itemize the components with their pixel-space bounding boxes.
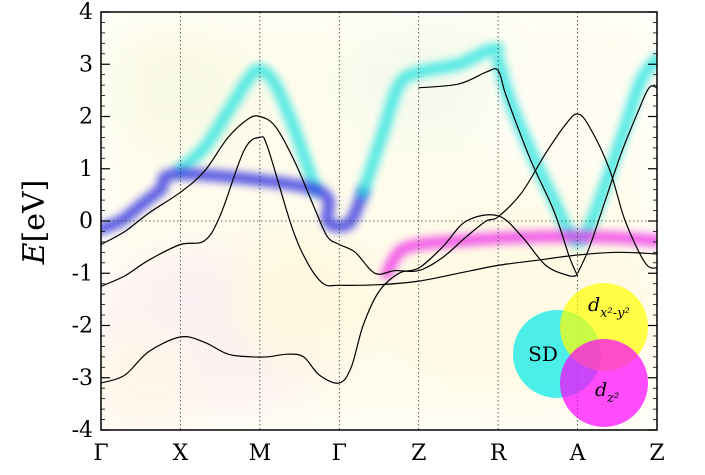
y-tick-label-7: -3 — [72, 366, 93, 391]
y-axis-label: E[eV] — [17, 180, 52, 266]
legend-label-dx2y2: dx²-y² — [588, 294, 630, 321]
y-tick-label-1: 3 — [79, 52, 93, 77]
kpoint-label-6: A — [569, 441, 587, 466]
legend-label-dx2y2-sub: x²-y² — [600, 306, 630, 321]
kpoint-label-0: Γ — [93, 441, 108, 466]
plot-area — [100, 11, 658, 431]
legend-label-dz2: dz² — [595, 379, 619, 406]
kpoint-label-5: R — [490, 441, 508, 466]
projected-band-5 — [380, 230, 657, 280]
y-tick-label-5: -1 — [72, 261, 93, 286]
band-line-4 — [577, 85, 657, 274]
y-tick-label-2: 2 — [79, 105, 93, 130]
kpoint-label-7: Z — [649, 441, 664, 466]
y-tick-label-6: -2 — [72, 314, 93, 339]
kpoint-label-1: X — [173, 441, 189, 466]
y-tick-label-3: 1 — [79, 157, 93, 182]
legend-label-dx2y2-base: d — [588, 294, 600, 316]
kpoint-label-4: Z — [411, 441, 426, 466]
projected-band-2 — [101, 167, 370, 235]
y-axis: 4 3 2 1 0 -1 -2 -3 -4 — [72, 0, 657, 443]
band-line-3 — [101, 214, 578, 384]
band-lines — [101, 68, 657, 384]
legend-venn: SD dx²-y² dz² — [513, 283, 648, 427]
y-tick-label-4: 0 — [79, 209, 93, 234]
legend-label-dz2-sub: z² — [606, 391, 619, 406]
legend-label-dz2-base: d — [595, 379, 607, 401]
kpoint-label-2: M — [249, 441, 272, 466]
band-line-1 — [101, 113, 657, 275]
band-line-2 — [101, 136, 657, 287]
y-axis-label-symbol: E — [17, 242, 52, 265]
legend-label-sd: SD — [528, 342, 558, 366]
band-line-5 — [418, 68, 579, 277]
y-tick-label-0: 4 — [79, 0, 93, 25]
projected-band-1 — [174, 63, 322, 196]
kpoint-label-3: Γ — [332, 441, 347, 466]
y-axis-label-unit: [eV] — [17, 180, 52, 243]
legend-circle-dz2 — [560, 339, 648, 427]
y-tick-label-8: -4 — [72, 418, 93, 443]
